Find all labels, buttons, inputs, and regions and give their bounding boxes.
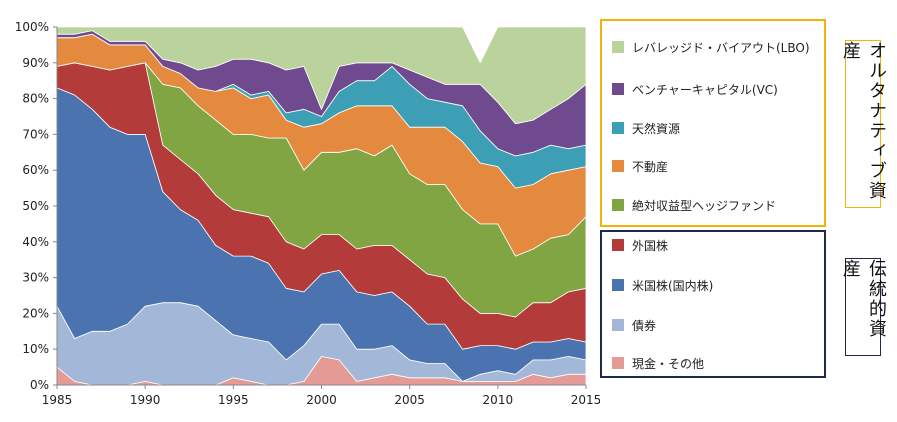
- legend-swatch: [612, 319, 624, 331]
- legend-item-bonds: 債券: [612, 316, 656, 334]
- x-tick-label: 1990: [130, 393, 161, 407]
- y-tick-label: 80%: [22, 92, 49, 106]
- traditional-assets-legend-box: [600, 230, 826, 378]
- legend-label: 天然資源: [632, 121, 681, 136]
- y-tick-label: 10%: [22, 342, 49, 356]
- legend-item-real-estate: 不動産: [612, 157, 668, 175]
- legend-label: 絶対収益型ヘッジファンド: [632, 198, 777, 213]
- legend-label: ベンチャーキャピタル(VC): [632, 82, 778, 97]
- legend-swatch: [612, 239, 624, 251]
- legend-swatch: [612, 160, 624, 172]
- legend-item-natural-resources: 天然資源: [612, 119, 680, 137]
- x-tick-label: 1985: [42, 393, 73, 407]
- x-tick-label: 1995: [218, 393, 249, 407]
- x-tick-label: 2000: [306, 393, 337, 407]
- legend-label: 不動産: [632, 159, 669, 174]
- legend-swatch: [612, 83, 624, 95]
- legend-item-lbo: レバレッジド・バイアウト(LBO): [612, 38, 810, 56]
- x-tick-label: 2015: [571, 393, 600, 407]
- x-tick-label: 2010: [483, 393, 514, 407]
- alternative-assets-label: オルタナティブ資産: [840, 40, 887, 208]
- legend-label: 外国株: [632, 238, 669, 253]
- y-tick-label: 20%: [22, 306, 49, 320]
- area-series-8: [56, 26, 587, 125]
- legend-swatch: [612, 357, 624, 369]
- y-tick-label: 50%: [22, 199, 49, 213]
- axes-group: 0% 10% 20% 30% 40% 50% 60% 70% 80% 90% 100% 1985 199…: [15, 20, 600, 407]
- x-tick-label: 2005: [394, 393, 425, 407]
- legend-item-cash-other: 現金・その他: [612, 354, 704, 372]
- area-series-group: [56, 26, 587, 386]
- y-tick-label: 40%: [22, 235, 49, 249]
- y-tick-label: 60%: [22, 163, 49, 177]
- legend-item-hedge-fund: 絶対収益型ヘッジファンド: [612, 196, 776, 214]
- legend-item-vc: ベンチャーキャピタル(VC): [612, 80, 778, 98]
- legend-label: 現金・その他: [632, 356, 705, 371]
- y-tick-label: 90%: [22, 56, 49, 70]
- stacked-area-chart: 0% 10% 20% 30% 40% 50% 60% 70% 80% 90% 100% 1985 199…: [15, 20, 600, 407]
- y-tick-label: 0%: [30, 378, 49, 392]
- legend-swatch: [612, 122, 624, 134]
- legend-swatch: [612, 199, 624, 211]
- legend-item-us-stocks: 米国株(国内株): [612, 276, 713, 294]
- legend-swatch: [612, 279, 624, 291]
- y-tick-label: 100%: [15, 20, 49, 34]
- legend-swatch: [612, 41, 624, 53]
- legend-label: 債券: [632, 318, 657, 333]
- alternative-assets-legend-box: [600, 19, 826, 227]
- y-tick-label: 30%: [22, 271, 49, 285]
- traditional-assets-label: 伝統的資産: [840, 258, 887, 356]
- y-tick-label: 70%: [22, 127, 49, 141]
- legend-item-foreign-stocks: 外国株: [612, 236, 668, 254]
- legend-label: レバレッジド・バイアウト(LBO): [632, 40, 810, 55]
- legend-label: 米国株(国内株): [632, 278, 714, 293]
